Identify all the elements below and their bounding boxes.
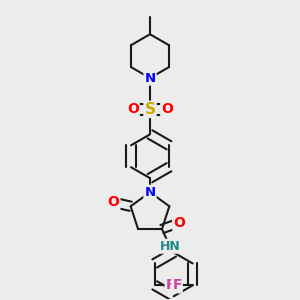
Text: O: O xyxy=(161,102,173,116)
Text: F: F xyxy=(172,278,182,292)
Text: N: N xyxy=(144,71,156,85)
Text: F: F xyxy=(166,278,175,292)
Text: O: O xyxy=(127,102,139,116)
Text: HN: HN xyxy=(159,240,180,253)
Text: O: O xyxy=(173,216,185,230)
Text: O: O xyxy=(107,195,119,209)
Text: N: N xyxy=(144,186,156,199)
Text: S: S xyxy=(145,102,155,117)
